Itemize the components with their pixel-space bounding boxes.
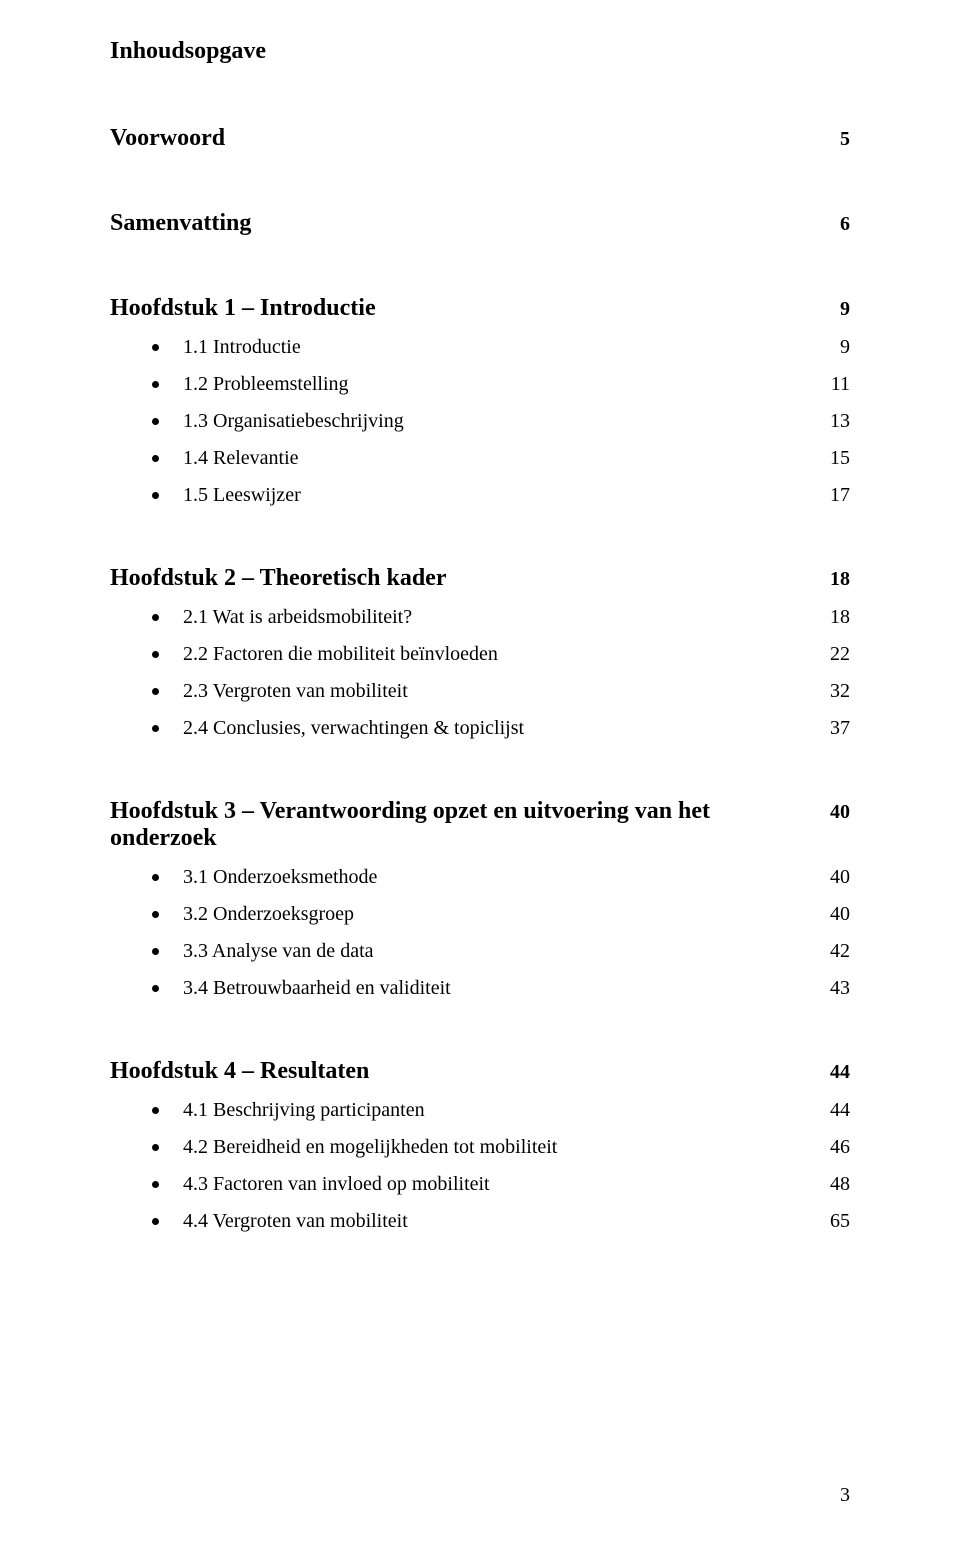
bullet-icon xyxy=(152,1144,159,1151)
bullet-icon xyxy=(152,985,159,992)
section-page: 40 xyxy=(810,801,850,824)
toc-item-label: 4.2 Bereidheid en mogelijkheden tot mobi… xyxy=(183,1136,557,1159)
toc-item: 4.1 Beschrijving participanten 44 xyxy=(110,1099,850,1122)
toc-item-page: 40 xyxy=(810,866,850,889)
bullet-icon xyxy=(152,614,159,621)
toc-item-page: 40 xyxy=(810,903,850,926)
toc-item-page: 44 xyxy=(810,1099,850,1122)
toc-item-label: 3.2 Onderzoeksgroep xyxy=(183,903,354,926)
toc-item: 2.2 Factoren die mobiliteit beïnvloeden … xyxy=(110,643,850,666)
toc-item: 3.3 Analyse van de data 42 xyxy=(110,940,850,963)
toc-item: 1.5 Leeswijzer 17 xyxy=(110,484,850,507)
toc-item-page: 42 xyxy=(810,940,850,963)
bullet-icon xyxy=(152,418,159,425)
section-page: 9 xyxy=(810,298,850,321)
section-label: Voorwoord xyxy=(110,125,225,152)
section-page: 5 xyxy=(810,128,850,151)
bullet-icon xyxy=(152,688,159,695)
toc-item-page: 18 xyxy=(810,606,850,629)
toc-item: 4.4 Vergroten van mobiliteit 65 xyxy=(110,1210,850,1233)
toc-item-label: 4.3 Factoren van invloed op mobiliteit xyxy=(183,1173,490,1196)
bullet-icon xyxy=(152,948,159,955)
toc-item-page: 48 xyxy=(810,1173,850,1196)
toc-item-label: 3.3 Analyse van de data xyxy=(183,940,374,963)
section-hoofdstuk-3: Hoofdstuk 3 – Verantwoording opzet en ui… xyxy=(110,798,850,852)
toc-item: 3.1 Onderzoeksmethode 40 xyxy=(110,866,850,889)
page-number: 3 xyxy=(840,1484,850,1507)
bullet-icon xyxy=(152,492,159,499)
toc-item: 3.2 Onderzoeksgroep 40 xyxy=(110,903,850,926)
section-label: Hoofdstuk 3 – Verantwoording opzet en ui… xyxy=(110,798,810,852)
toc-item: 1.3 Organisatiebeschrijving 13 xyxy=(110,410,850,433)
toc-item-label: 3.4 Betrouwbaarheid en validiteit xyxy=(183,977,451,1000)
toc-item-page: 17 xyxy=(810,484,850,507)
toc-item-label: 1.3 Organisatiebeschrijving xyxy=(183,410,404,433)
toc-item: 3.4 Betrouwbaarheid en validiteit 43 xyxy=(110,977,850,1000)
section-page: 6 xyxy=(810,213,850,236)
toc-item-label: 3.1 Onderzoeksmethode xyxy=(183,866,377,889)
section-label: Hoofdstuk 4 – Resultaten xyxy=(110,1058,369,1085)
toc-item-page: 46 xyxy=(810,1136,850,1159)
toc-item-label: 2.4 Conclusies, verwachtingen & topiclij… xyxy=(183,717,524,740)
bullet-icon xyxy=(152,1218,159,1225)
section-label: Samenvatting xyxy=(110,210,251,237)
section-label: Hoofdstuk 2 – Theoretisch kader xyxy=(110,565,446,592)
toc-title: Inhoudsopgave xyxy=(110,38,850,65)
toc-item-label: 1.1 Introductie xyxy=(183,336,301,359)
bullet-icon xyxy=(152,725,159,732)
bullet-icon xyxy=(152,651,159,658)
toc-item-page: 32 xyxy=(810,680,850,703)
toc-item-page: 22 xyxy=(810,643,850,666)
toc-item-label: 4.1 Beschrijving participanten xyxy=(183,1099,425,1122)
toc-item-label: 4.4 Vergroten van mobiliteit xyxy=(183,1210,408,1233)
toc-item: 1.1 Introductie 9 xyxy=(110,336,850,359)
toc-item: 1.4 Relevantie 15 xyxy=(110,447,850,470)
bullet-icon xyxy=(152,344,159,351)
bullet-icon xyxy=(152,1107,159,1114)
section-hoofdstuk-4: Hoofdstuk 4 – Resultaten 44 xyxy=(110,1058,850,1085)
toc-item-label: 1.4 Relevantie xyxy=(183,447,299,470)
toc-item: 2.1 Wat is arbeidsmobiliteit? 18 xyxy=(110,606,850,629)
toc-item-page: 43 xyxy=(810,977,850,1000)
bullet-icon xyxy=(152,874,159,881)
bullet-icon xyxy=(152,911,159,918)
toc-item-label: 1.2 Probleemstelling xyxy=(183,373,349,396)
bullet-icon xyxy=(152,1181,159,1188)
section-page: 44 xyxy=(810,1061,850,1084)
document-page: Inhoudsopgave Voorwoord 5 Samenvatting 6… xyxy=(0,0,960,1543)
toc-item-page: 65 xyxy=(810,1210,850,1233)
toc-item: 4.3 Factoren van invloed op mobiliteit 4… xyxy=(110,1173,850,1196)
toc-item: 4.2 Bereidheid en mogelijkheden tot mobi… xyxy=(110,1136,850,1159)
section-hoofdstuk-2: Hoofdstuk 2 – Theoretisch kader 18 xyxy=(110,565,850,592)
toc-item-page: 37 xyxy=(810,717,850,740)
toc-item-label: 2.1 Wat is arbeidsmobiliteit? xyxy=(183,606,412,629)
section-label: Hoofdstuk 1 – Introductie xyxy=(110,295,376,322)
toc-item-label: 2.2 Factoren die mobiliteit beïnvloeden xyxy=(183,643,498,666)
bullet-icon xyxy=(152,381,159,388)
toc-item: 2.3 Vergroten van mobiliteit 32 xyxy=(110,680,850,703)
toc-item-label: 1.5 Leeswijzer xyxy=(183,484,301,507)
bullet-icon xyxy=(152,455,159,462)
section-hoofdstuk-1: Hoofdstuk 1 – Introductie 9 xyxy=(110,295,850,322)
toc-item-page: 9 xyxy=(810,336,850,359)
toc-item-label: 2.3 Vergroten van mobiliteit xyxy=(183,680,408,703)
toc-item: 2.4 Conclusies, verwachtingen & topiclij… xyxy=(110,717,850,740)
toc-item-page: 13 xyxy=(810,410,850,433)
toc-item-page: 11 xyxy=(810,373,850,396)
section-page: 18 xyxy=(810,568,850,591)
section-voorwoord: Voorwoord 5 xyxy=(110,125,850,152)
toc-item-page: 15 xyxy=(810,447,850,470)
toc-item: 1.2 Probleemstelling 11 xyxy=(110,373,850,396)
section-samenvatting: Samenvatting 6 xyxy=(110,210,850,237)
